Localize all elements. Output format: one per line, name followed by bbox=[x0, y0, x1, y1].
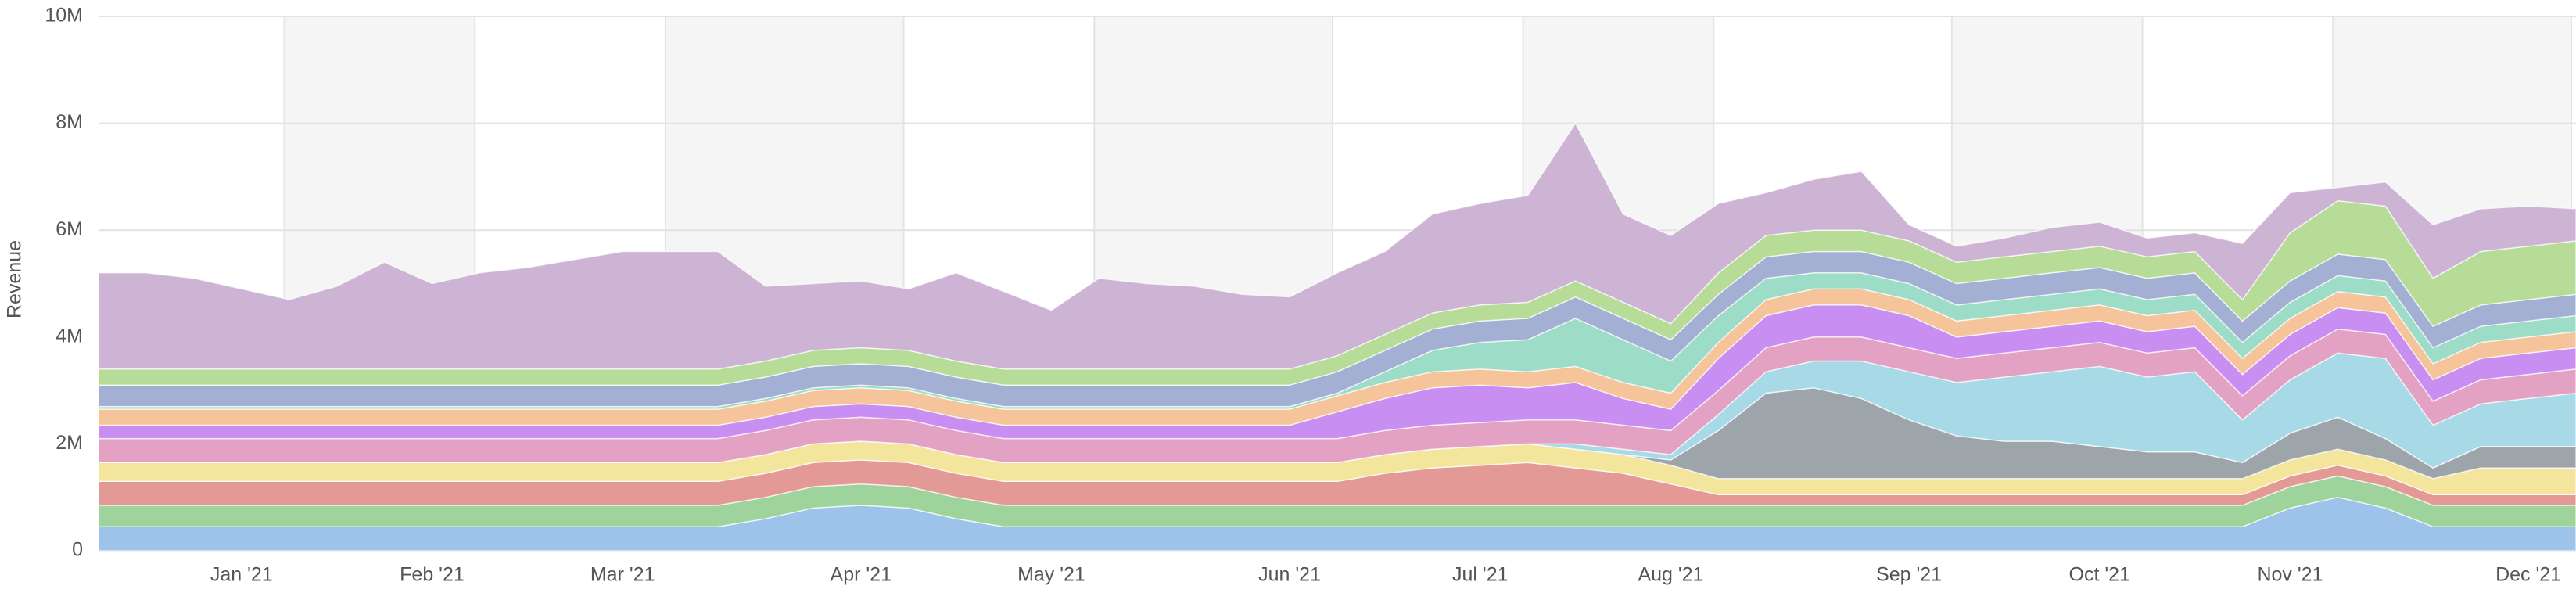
y-tick-label: 2M bbox=[56, 432, 83, 454]
x-tick-label: Aug '21 bbox=[1638, 564, 1703, 586]
x-tick-label: Jan '21 bbox=[210, 564, 273, 586]
y-tick-label: 4M bbox=[56, 325, 83, 347]
x-tick-label: Apr '21 bbox=[831, 564, 892, 586]
area bbox=[98, 122, 2576, 370]
x-tick-label: Sep '21 bbox=[1876, 564, 1942, 586]
x-tick-label: Dec '21 bbox=[2495, 564, 2561, 586]
y-tick-label: 8M bbox=[56, 111, 83, 133]
x-tick-label: Feb '21 bbox=[400, 564, 465, 586]
y-axis-label: Revenue bbox=[4, 240, 26, 318]
x-tick-label: Jul '21 bbox=[1452, 564, 1508, 586]
x-tick-label: May '21 bbox=[1017, 564, 1085, 586]
x-tick-label: Mar '21 bbox=[590, 564, 655, 586]
labels: 0 2M 4M 6M 8M 10M Jan '21 Feb '21 Mar '21 Apr '21… bbox=[45, 5, 2561, 586]
y-tick-label: 10M bbox=[45, 5, 83, 27]
x-tick-label: Oct '21 bbox=[2069, 564, 2130, 586]
y-tick-label: 6M bbox=[56, 218, 83, 240]
x-tick-label: Nov '21 bbox=[2257, 564, 2323, 586]
areas bbox=[98, 122, 2576, 552]
y-tick-label: 0 bbox=[72, 539, 83, 561]
x-tick-label: Jun '21 bbox=[1258, 564, 1321, 586]
